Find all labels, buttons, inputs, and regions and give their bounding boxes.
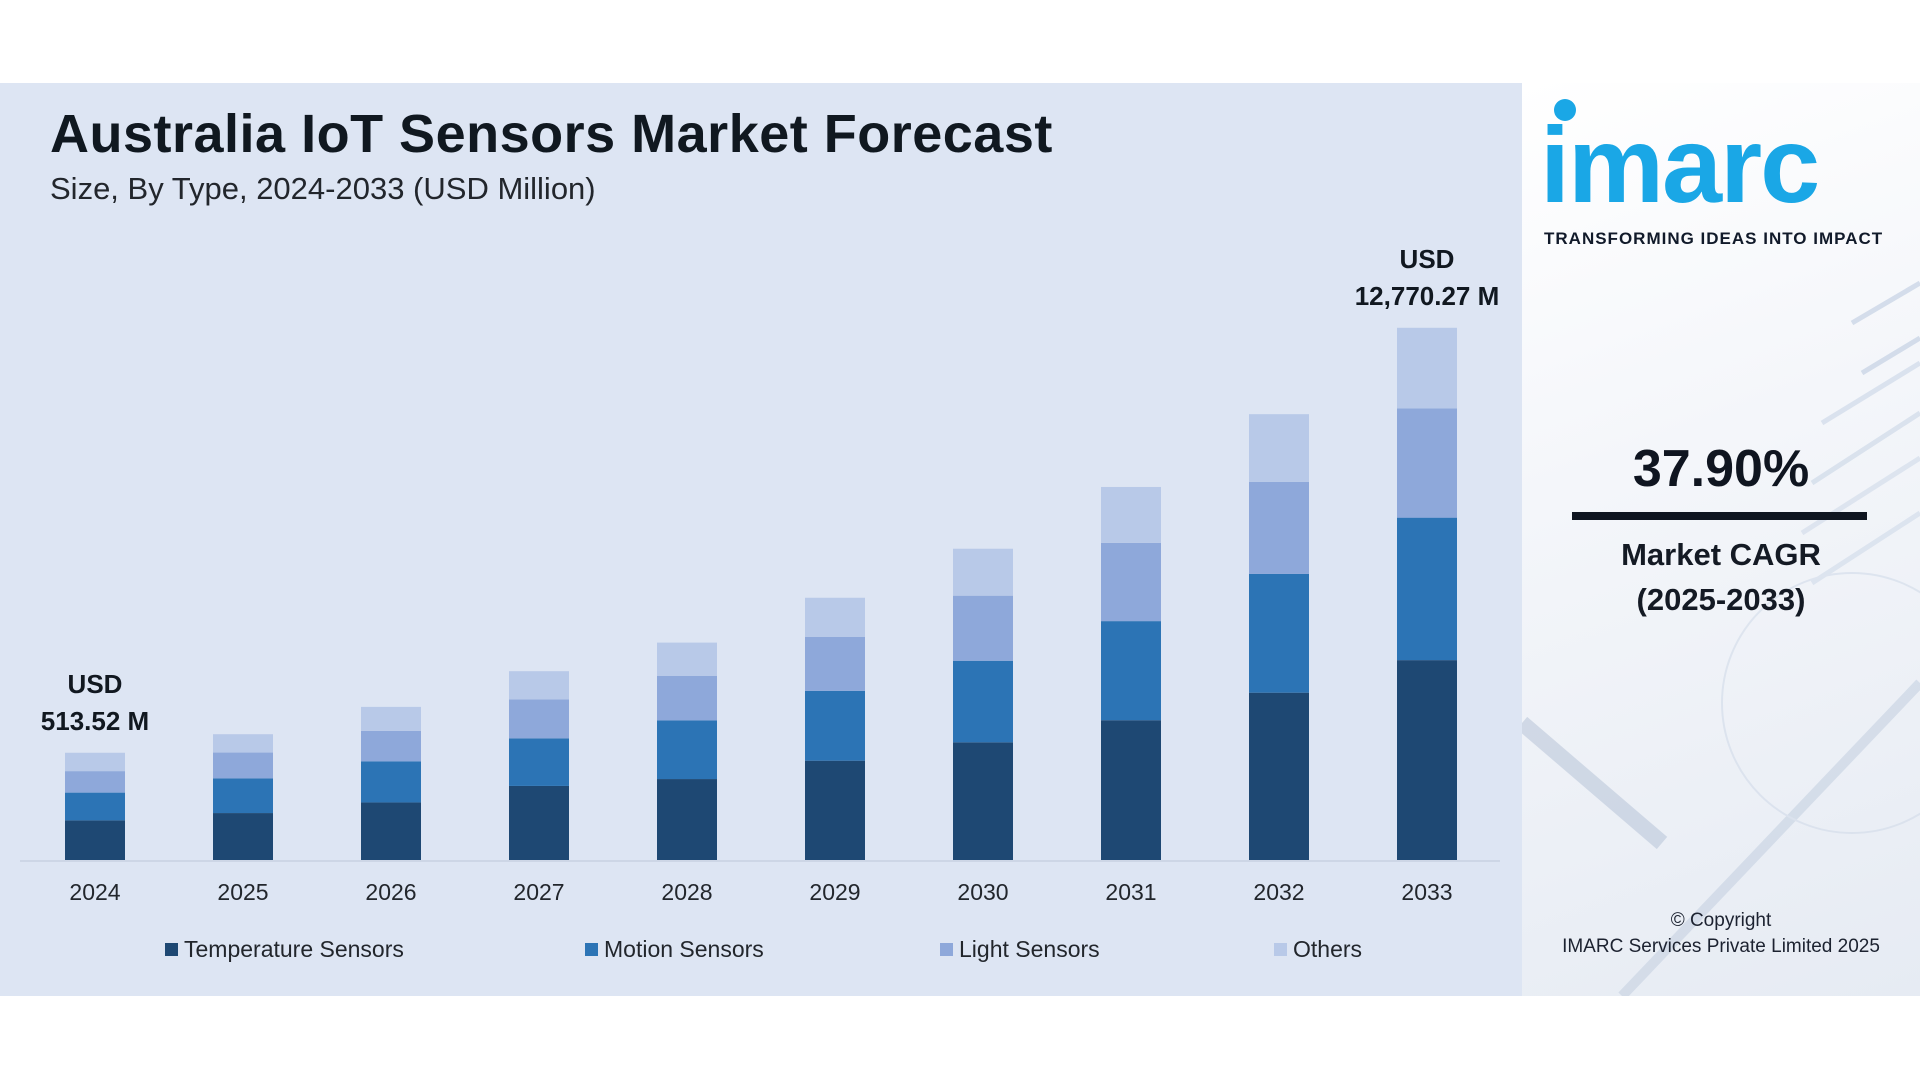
bar-segment-others-2032	[1249, 414, 1309, 482]
bar-segment-motion-sensors-2032	[1249, 574, 1309, 693]
bar-segment-temperature-sensors-2031	[1101, 720, 1161, 860]
bar-segment-motion-sensors-2024	[65, 793, 125, 821]
x-tick-label: 2030	[957, 879, 1008, 905]
total-annotation-value: 12,770.27 M	[1355, 281, 1500, 311]
bar-segment-others-2033	[1397, 328, 1457, 409]
legend-swatch	[165, 943, 178, 956]
copyright-line: © Copyright	[1522, 910, 1920, 932]
legend-label: Motion Sensors	[604, 936, 764, 963]
bar-segment-temperature-sensors-2032	[1249, 693, 1309, 860]
total-annotation-currency: USD	[1400, 244, 1455, 274]
bar-segment-temperature-sensors-2028	[657, 779, 717, 860]
bar-segment-others-2027	[509, 671, 569, 699]
bar-segment-light-sensors-2030	[953, 596, 1013, 661]
total-annotation-currency: USD	[68, 669, 123, 699]
bar-segment-light-sensors-2024	[65, 771, 125, 792]
bar-segment-temperature-sensors-2030	[953, 742, 1013, 860]
copyright-owner: IMARC Services Private Limited 2025	[1522, 936, 1920, 958]
logo-tagline: TRANSFORMING IDEAS INTO IMPACT	[1544, 229, 1883, 249]
bar-segment-temperature-sensors-2027	[509, 786, 569, 860]
cagr-value: 37.90%	[1522, 439, 1920, 499]
bar-segment-temperature-sensors-2025	[213, 813, 273, 860]
bar-segment-temperature-sensors-2029	[805, 761, 865, 860]
legend-item-temperature-sensors: Temperature Sensors	[165, 936, 404, 963]
bar-segment-motion-sensors-2026	[361, 761, 421, 802]
x-tick-label: 2029	[809, 879, 860, 905]
cagr-period: (2025-2033)	[1522, 582, 1920, 618]
bar-segment-others-2025	[213, 734, 273, 752]
bar-segment-light-sensors-2032	[1249, 482, 1309, 574]
bar-segment-temperature-sensors-2033	[1397, 660, 1457, 860]
bar-segment-motion-sensors-2029	[805, 691, 865, 761]
total-annotation-value: 513.52 M	[41, 706, 149, 736]
x-tick-label: 2024	[69, 879, 120, 905]
legend-swatch	[1274, 943, 1287, 956]
bar-segment-light-sensors-2025	[213, 753, 273, 779]
bar-segment-others-2026	[361, 707, 421, 731]
x-tick-label: 2028	[661, 879, 712, 905]
imarc-logo: imarc	[1540, 111, 1818, 219]
bar-segment-motion-sensors-2033	[1397, 518, 1457, 660]
bar-segment-light-sensors-2033	[1397, 408, 1457, 517]
x-tick-label: 2033	[1401, 879, 1452, 905]
cagr-divider	[1572, 512, 1867, 520]
bar-segment-others-2029	[805, 598, 865, 637]
legend-label: Light Sensors	[959, 936, 1100, 963]
bar-segment-light-sensors-2027	[509, 699, 569, 738]
bar-segment-temperature-sensors-2026	[361, 802, 421, 860]
legend-item-motion-sensors: Motion Sensors	[585, 936, 764, 963]
legend-item-light-sensors: Light Sensors	[940, 936, 1100, 963]
x-tick-label: 2026	[365, 879, 416, 905]
bar-segment-light-sensors-2028	[657, 676, 717, 721]
bar-segment-light-sensors-2026	[361, 731, 421, 761]
side-panel: imarc TRANSFORMING IDEAS INTO IMPACT 37.…	[1522, 83, 1920, 996]
bar-segment-others-2028	[657, 643, 717, 676]
bar-segment-temperature-sensors-2024	[65, 820, 125, 860]
infographic-banner: Australia IoT Sensors Market Forecast Si…	[0, 83, 1920, 996]
bar-segment-light-sensors-2031	[1101, 543, 1161, 621]
bar-segment-others-2024	[65, 753, 125, 771]
bar-segment-motion-sensors-2027	[509, 738, 569, 786]
bar-segment-light-sensors-2029	[805, 637, 865, 691]
x-tick-label: 2031	[1105, 879, 1156, 905]
x-tick-label: 2032	[1253, 879, 1304, 905]
bar-segment-motion-sensors-2028	[657, 720, 717, 779]
chart-panel: Australia IoT Sensors Market Forecast Si…	[0, 83, 1522, 996]
bar-segment-motion-sensors-2031	[1101, 621, 1161, 720]
x-tick-label: 2027	[513, 879, 564, 905]
legend-label: Others	[1293, 936, 1362, 963]
bar-segment-motion-sensors-2025	[213, 778, 273, 813]
bar-segment-others-2030	[953, 549, 1013, 596]
legend-item-others: Others	[1274, 936, 1362, 963]
bar-segment-motion-sensors-2030	[953, 661, 1013, 743]
bar-chart: 2024 2025 2026 2027 2028 2029 2030 2031 2032 2033…	[0, 83, 1522, 996]
legend-label: Temperature Sensors	[184, 936, 404, 963]
bar-segment-others-2031	[1101, 487, 1161, 543]
x-tick-label: 2025	[217, 879, 268, 905]
legend-swatch	[940, 943, 953, 956]
legend-swatch	[585, 943, 598, 956]
cagr-label: Market CAGR	[1522, 537, 1920, 573]
